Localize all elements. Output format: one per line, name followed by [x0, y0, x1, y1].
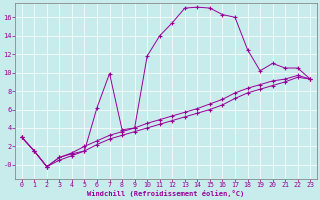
X-axis label: Windchill (Refroidissement éolien,°C): Windchill (Refroidissement éolien,°C) — [87, 190, 244, 197]
